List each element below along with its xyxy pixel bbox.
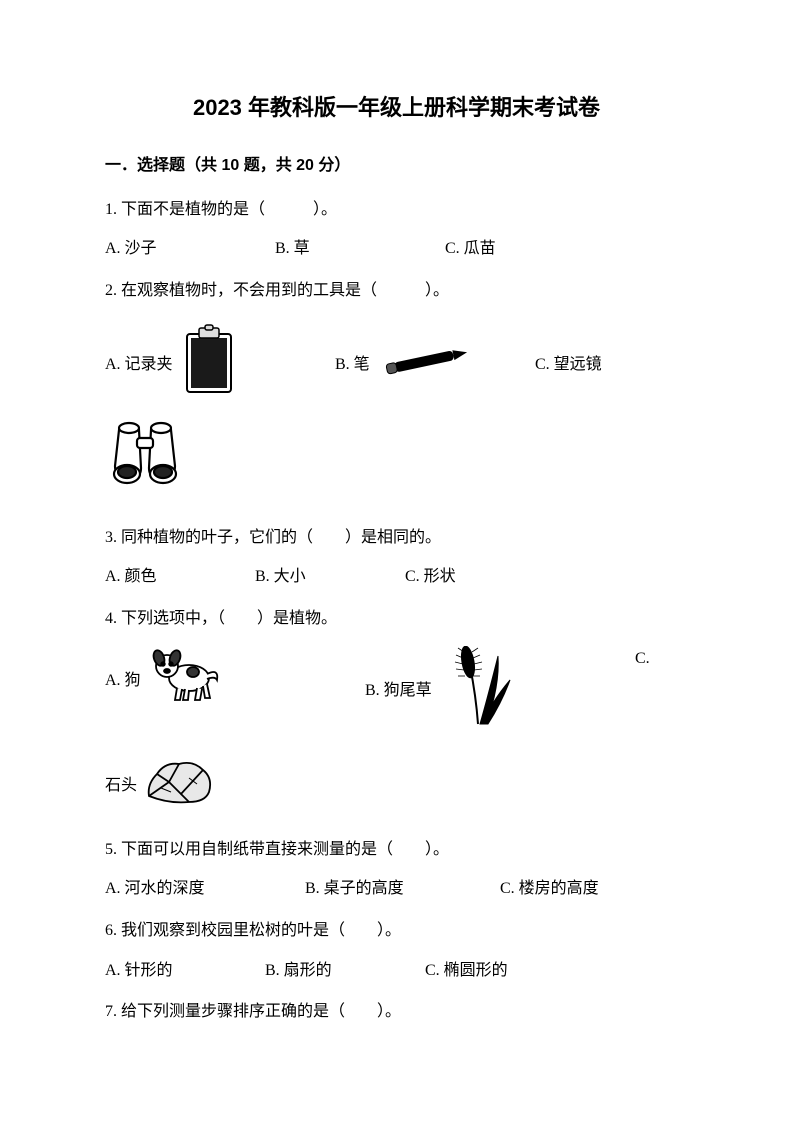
q5-text: 5. 下面可以用自制纸带直接来测量的是（ ）。 bbox=[105, 837, 688, 863]
page-title: 2023 年教科版一年级上册科学期末考试卷 bbox=[105, 90, 688, 125]
q5-opt-a: A. 河水的深度 bbox=[105, 876, 305, 902]
q7-text: 7. 给下列测量步骤排序正确的是（ ）。 bbox=[105, 999, 688, 1025]
q2-text: 2. 在观察植物时，不会用到的工具是（ ）。 bbox=[105, 278, 688, 304]
q1-opt-c: C. 瓜苗 bbox=[445, 236, 496, 262]
clipboard-icon bbox=[179, 324, 239, 407]
q6-opt-a: A. 针形的 bbox=[105, 958, 265, 984]
q2-opt-c-label: C. 望远镜 bbox=[535, 352, 602, 378]
question-5: 5. 下面可以用自制纸带直接来测量的是（ ）。 A. 河水的深度 B. 桌子的高… bbox=[105, 837, 688, 902]
q5-opt-b: B. 桌子的高度 bbox=[305, 876, 500, 902]
q1-opt-b: B. 草 bbox=[275, 236, 445, 262]
q3-opt-b: B. 大小 bbox=[255, 564, 405, 590]
binoculars-icon bbox=[105, 418, 688, 499]
q4-opt-b: B. 狗尾草 bbox=[365, 646, 635, 737]
foxtail-grass-icon bbox=[438, 646, 528, 737]
q4-opt-c-label2: 石头 bbox=[105, 773, 137, 799]
question-1: 1. 下面不是植物的是（ ）。 A. 沙子 B. 草 C. 瓜苗 bbox=[105, 197, 688, 262]
q3-text: 3. 同种植物的叶子，它们的（ ）是相同的。 bbox=[105, 525, 688, 551]
q4-text: 4. 下列选项中，（ ）是植物。 bbox=[105, 606, 688, 632]
q4-opt-c-label: C. bbox=[635, 646, 650, 672]
q4-opt-a: A. 狗 bbox=[105, 646, 365, 717]
question-7: 7. 给下列测量步骤排序正确的是（ ）。 bbox=[105, 999, 688, 1025]
q2-opt-a-label: A. 记录夹 bbox=[105, 352, 173, 378]
dog-icon bbox=[147, 646, 229, 717]
q5-opt-c: C. 楼房的高度 bbox=[500, 876, 599, 902]
q6-text: 6. 我们观察到校园里松树的叶是（ ）。 bbox=[105, 918, 688, 944]
q2-opt-c: C. 望远镜 bbox=[535, 352, 602, 378]
q4-opt-b-label: B. 狗尾草 bbox=[365, 678, 432, 704]
q3-options: A. 颜色 B. 大小 C. 形状 bbox=[105, 564, 688, 590]
q1-options: A. 沙子 B. 草 C. 瓜苗 bbox=[105, 236, 688, 262]
q1-opt-a: A. 沙子 bbox=[105, 236, 275, 262]
q4-opt-a-label: A. 狗 bbox=[105, 668, 141, 694]
q2-opt-b-label: B. 笔 bbox=[335, 352, 370, 378]
q2-options-ab: A. 记录夹 B. 笔 bbox=[105, 324, 688, 407]
q2-opt-b: B. 笔 bbox=[335, 345, 535, 386]
question-6: 6. 我们观察到校园里松树的叶是（ ）。 A. 针形的 B. 扇形的 C. 椭圆… bbox=[105, 918, 688, 983]
q4-opt-c-continued: 石头 bbox=[105, 754, 688, 817]
q5-options: A. 河水的深度 B. 桌子的高度 C. 楼房的高度 bbox=[105, 876, 688, 902]
question-2: 2. 在观察植物时，不会用到的工具是（ ）。 A. 记录夹 B. 笔 bbox=[105, 278, 688, 499]
q3-opt-c: C. 形状 bbox=[405, 564, 456, 590]
pencil-icon bbox=[376, 345, 476, 386]
q3-opt-a: A. 颜色 bbox=[105, 564, 255, 590]
q1-text: 1. 下面不是植物的是（ ）。 bbox=[105, 197, 688, 223]
q2-opt-a: A. 记录夹 bbox=[105, 324, 335, 407]
section-header: 一．选择题（共 10 题，共 20 分） bbox=[105, 153, 688, 179]
q6-options: A. 针形的 B. 扇形的 C. 椭圆形的 bbox=[105, 958, 688, 984]
q6-opt-c: C. 椭圆形的 bbox=[425, 958, 508, 984]
question-3: 3. 同种植物的叶子，它们的（ ）是相同的。 A. 颜色 B. 大小 C. 形状 bbox=[105, 525, 688, 590]
question-4: 4. 下列选项中，（ ）是植物。 A. 狗 bbox=[105, 606, 688, 817]
q6-opt-b: B. 扇形的 bbox=[265, 958, 425, 984]
q4-opt-c: C. bbox=[635, 646, 650, 672]
rock-icon bbox=[141, 754, 219, 817]
q4-options: A. 狗 bbox=[105, 646, 688, 737]
